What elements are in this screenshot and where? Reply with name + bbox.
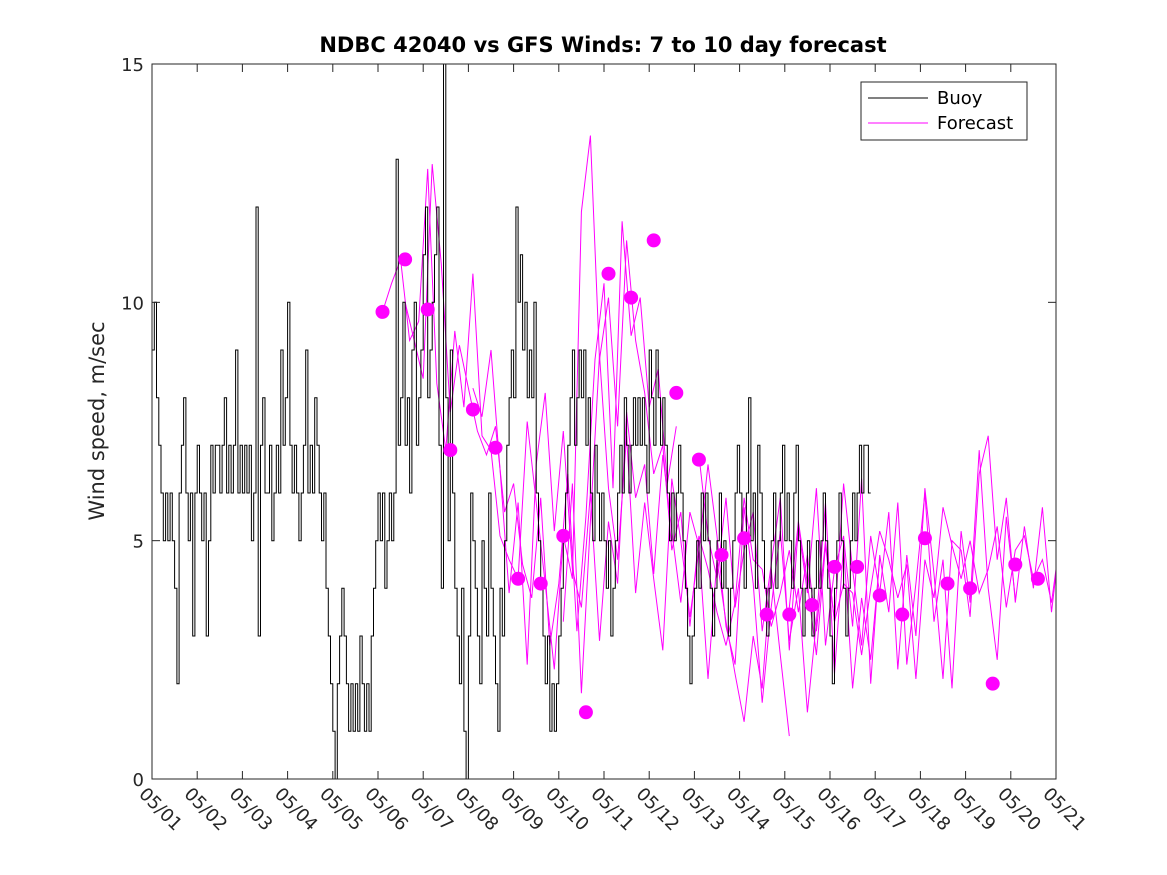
forecast-point xyxy=(443,443,458,458)
y-axis-label: Wind speed, m/sec xyxy=(85,321,109,520)
forecast-point xyxy=(1008,557,1023,572)
forecast-point xyxy=(759,607,774,622)
forecast-point xyxy=(556,528,571,543)
forecast-point xyxy=(398,252,413,267)
series-buoy-line xyxy=(152,64,871,779)
forecast-point xyxy=(737,531,752,546)
y-axis: 0 5 10 15 xyxy=(121,55,1056,791)
forecast-point xyxy=(895,607,910,622)
forecast-point xyxy=(714,547,729,562)
forecast-point xyxy=(669,385,684,400)
forecast-point xyxy=(985,676,1000,691)
legend-box xyxy=(860,81,1028,141)
legend-label-buoy: Buoy xyxy=(937,88,983,109)
forecast-point xyxy=(917,531,932,546)
forecast-points-layer xyxy=(375,233,1045,720)
forecast-point xyxy=(804,598,819,613)
forecast-point xyxy=(827,559,842,574)
forecast-point xyxy=(782,607,797,622)
legend-label-forecast: Forecast xyxy=(937,113,1013,134)
series-forecast-line xyxy=(382,135,1056,679)
forecast-point xyxy=(1030,571,1045,586)
forecast-point xyxy=(624,290,639,305)
forecast-trace-3 xyxy=(698,450,1016,689)
forecast-point xyxy=(488,440,503,455)
forecast-point xyxy=(646,233,661,248)
y-tick-label: 5 xyxy=(133,532,144,553)
forecast-point xyxy=(691,452,706,467)
y-tick-label: 0 xyxy=(133,770,144,791)
forecast-point xyxy=(533,576,548,591)
forecast-point xyxy=(850,559,865,574)
y-tick-label: 15 xyxy=(121,55,144,76)
forecast-point xyxy=(872,588,887,603)
forecast-point xyxy=(940,576,955,591)
chart-title: NDBC 42040 vs GFS Winds: 7 to 10 day for… xyxy=(319,33,886,57)
forecast-point xyxy=(963,581,978,596)
legend: Buoy Forecast xyxy=(860,81,1028,141)
forecast-point xyxy=(511,571,526,586)
y-tick-label: 10 xyxy=(121,293,144,314)
forecast-point xyxy=(578,705,593,720)
forecast-point xyxy=(465,402,480,417)
forecast-point xyxy=(420,302,435,317)
forecast-point xyxy=(601,266,616,281)
forecast-point xyxy=(375,304,390,319)
buoy-layer xyxy=(152,64,871,779)
